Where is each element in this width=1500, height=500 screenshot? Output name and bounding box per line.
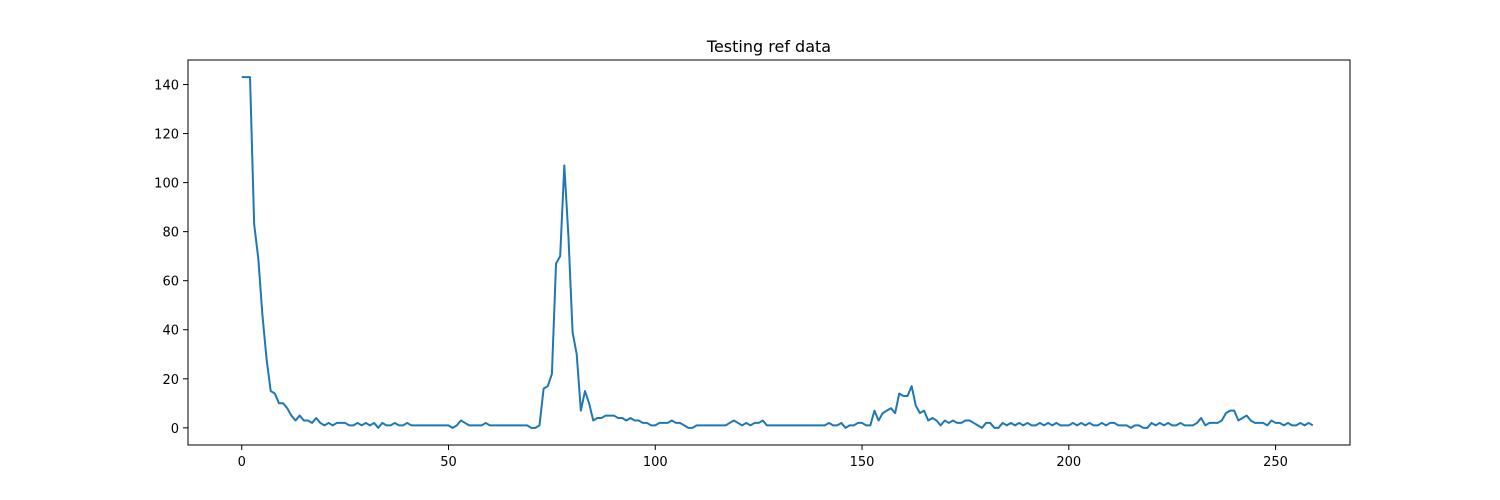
y-tick-label: 0: [171, 422, 179, 437]
x-tick-label: 0: [238, 455, 246, 470]
x-tick-label: 200: [1056, 455, 1081, 470]
y-tick-label: 60: [162, 275, 179, 290]
chart-title: Testing ref data: [706, 37, 831, 56]
y-tick-label: 20: [162, 373, 179, 388]
y-axis: 0 20 40 60 80 100 120 140: [154, 79, 188, 437]
plot-background: [188, 60, 1350, 445]
x-tick-label: 150: [850, 455, 875, 470]
plot-frame: [187, 59, 1351, 446]
y-tick-label: 100: [154, 177, 179, 192]
y-tick-label: 80: [162, 226, 179, 241]
x-axis: 0 50 100 150 200 250: [238, 445, 1288, 470]
y-tick-label: 120: [154, 128, 179, 143]
y-tick-label: 40: [162, 324, 179, 339]
x-tick-label: 100: [643, 455, 668, 470]
x-tick-label: 50: [440, 455, 457, 470]
x-tick-label: 250: [1263, 455, 1288, 470]
series-line: [241, 76, 1314, 429]
y-tick-label: 140: [154, 79, 179, 94]
